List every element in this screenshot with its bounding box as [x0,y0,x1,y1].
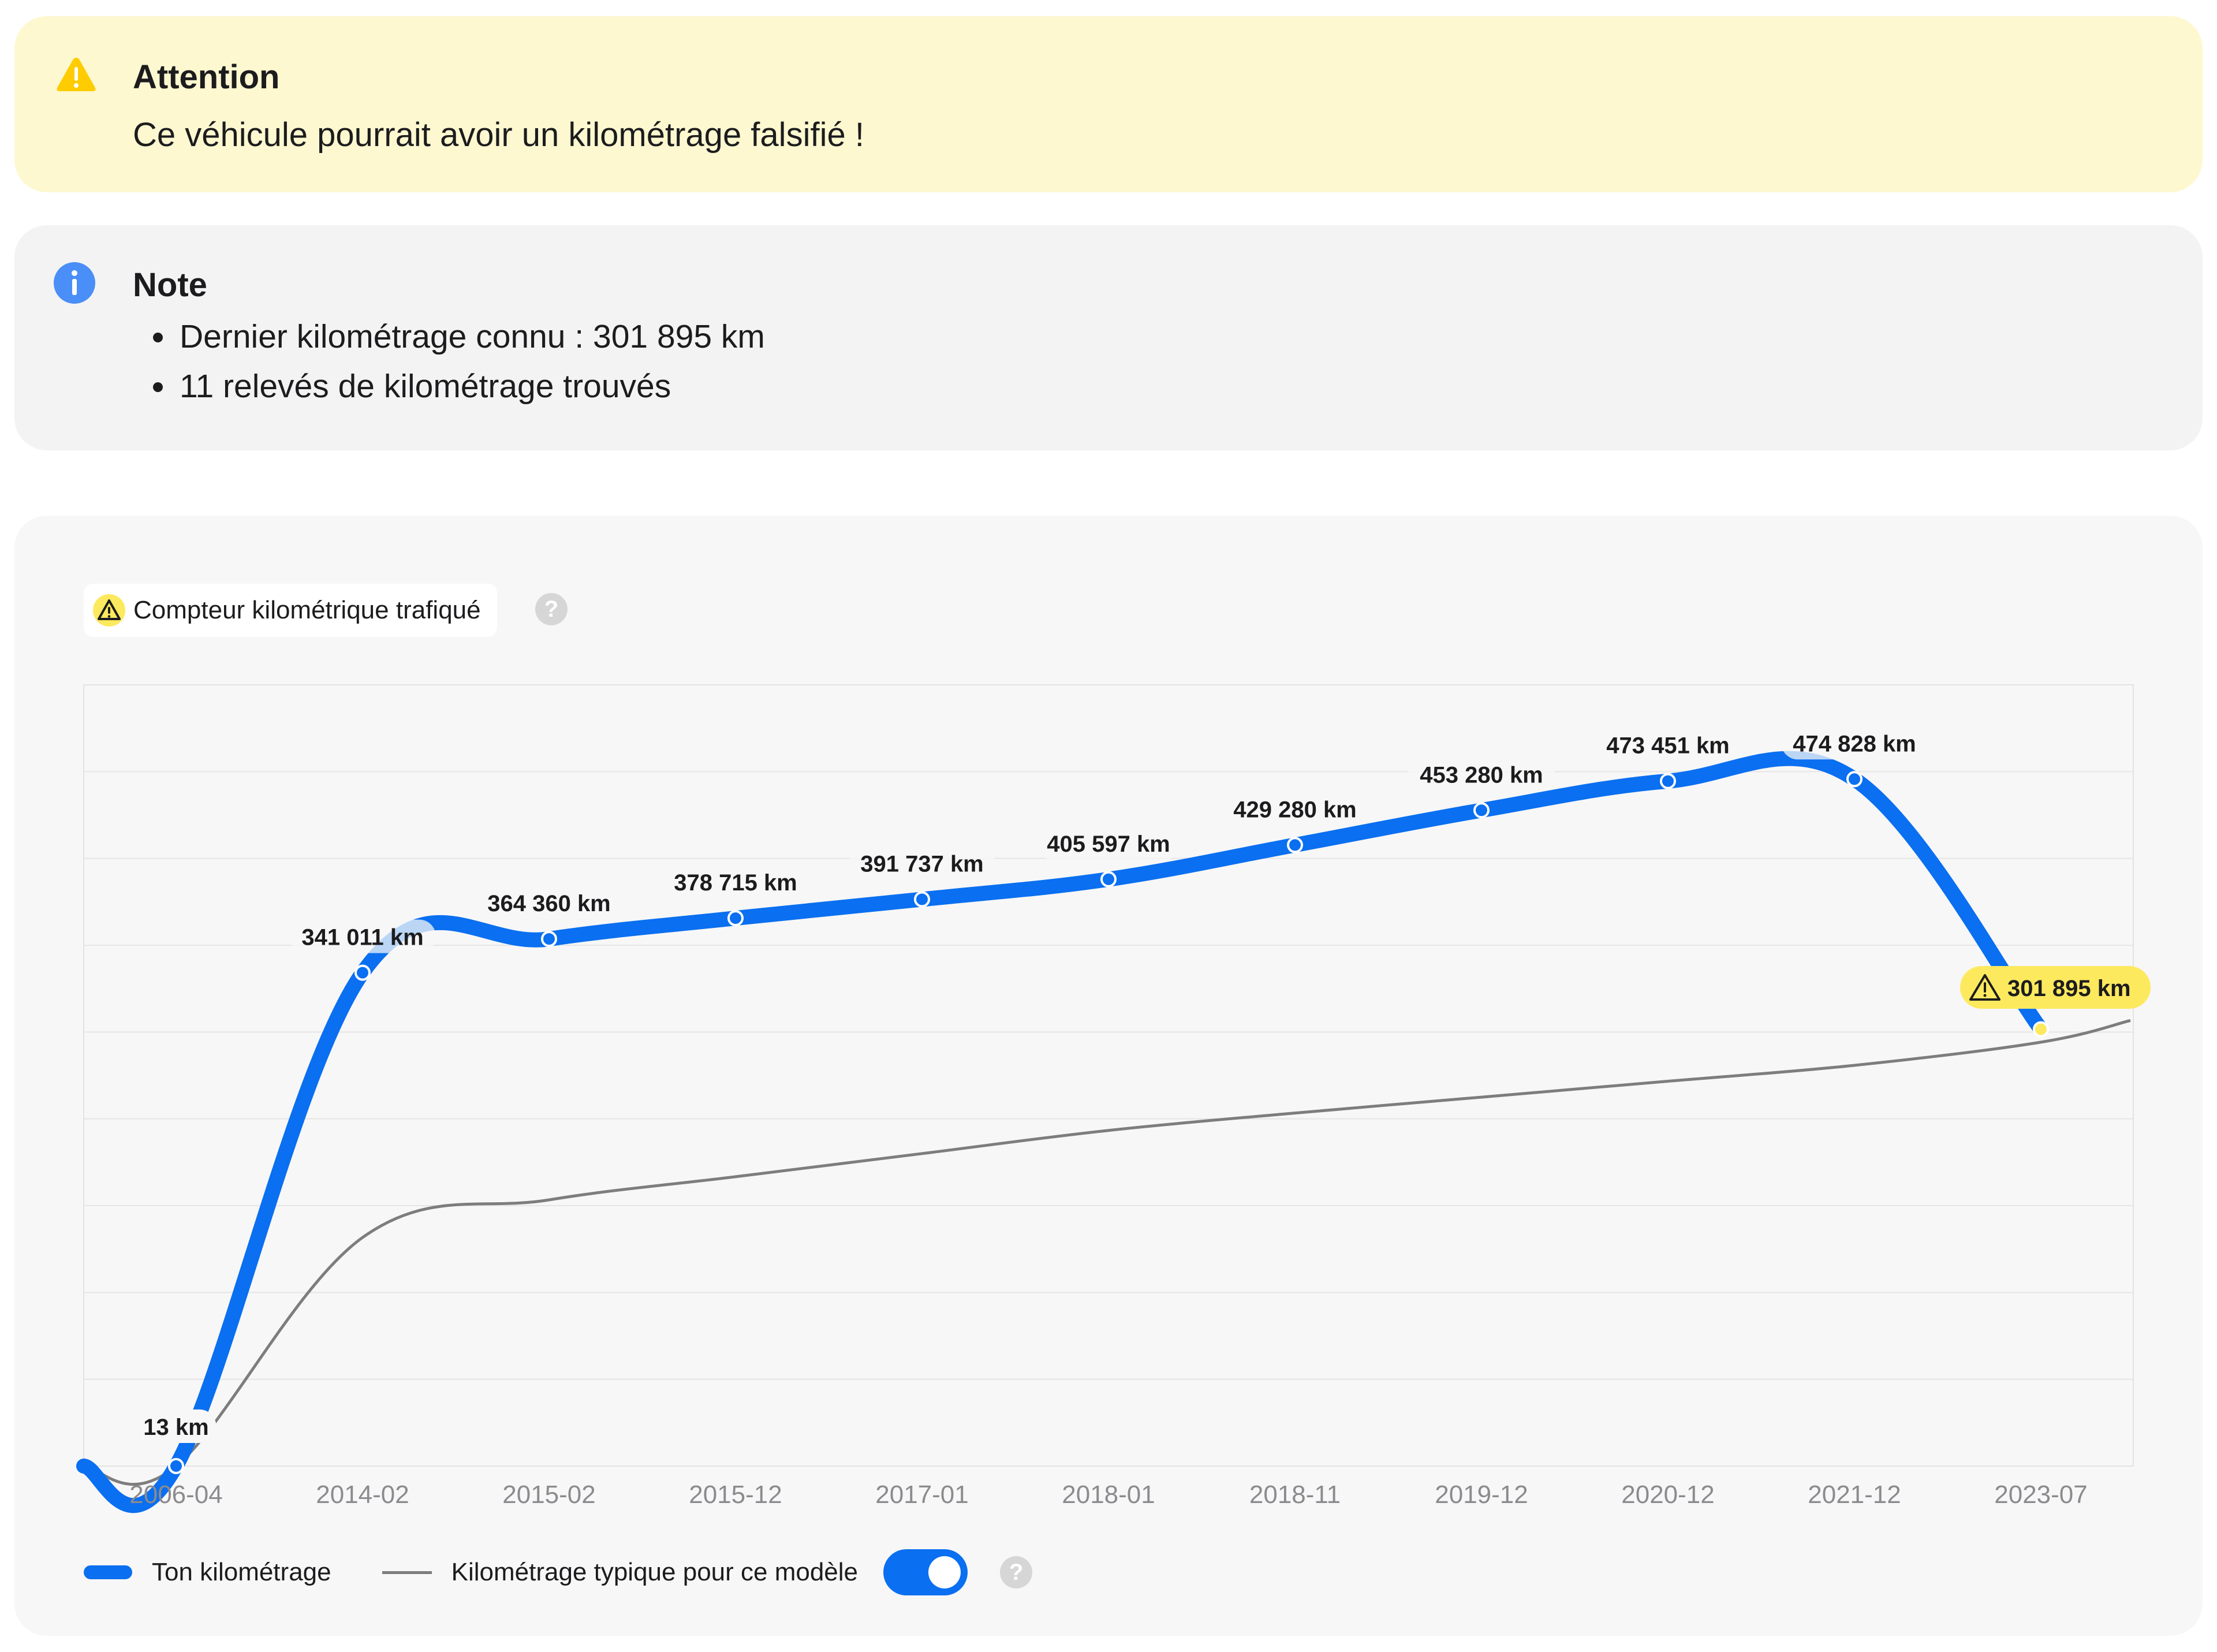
mileage-line-chart: 13 km 341 011 km 364 360 km 378 715 km 391 7… [76,684,2151,1513]
warning-title: Attention [133,58,280,96]
data-label: 391 737 km [860,851,984,877]
data-point [727,910,744,927]
data-label-bg [476,886,622,920]
legend-swatch-your-mileage [84,1565,132,1579]
x-tick-label: 2006-04 [129,1481,222,1509]
toggle-knob [928,1556,961,1588]
data-point-flagged [2033,1021,2049,1038]
data-label-bg [289,919,436,953]
data-label-bg [1595,728,1741,762]
x-tick-label: 2015-12 [689,1481,782,1509]
data-label-bg [662,865,809,899]
warning-triangle-icon [1969,974,2000,1001]
legend-label-your-mileage: Ton kilométrage [152,1558,331,1586]
chart-legend: Ton kilométrage Kilométrage typique pour… [84,1549,1033,1595]
data-label-bg [136,1409,217,1443]
data-label-bg [1035,826,1182,860]
plot-area [83,684,2134,1467]
note-item-readings-count: 11 relevés de kilométrage trouvés [153,361,765,411]
warning-callout: Attention Ce véhicule pourrait avoir un … [14,16,2203,192]
x-tick-label: 2014-02 [316,1481,409,1509]
note-item-last-mileage: Dernier kilométrage connu : 301 895 km [153,312,765,361]
data-label-bg [1408,757,1555,791]
tampered-odometer-label: Compteur kilométrique trafiqué [133,596,481,624]
data-label: 405 597 km [1047,831,1170,857]
data-point [914,891,930,908]
typical-mileage-line [83,1019,2131,1486]
x-tick-label: 2015-02 [502,1481,595,1509]
tampered-odometer-badge: Compteur kilométrique trafiqué [84,584,497,637]
data-label-bg [1222,792,1368,826]
data-point [1473,802,1490,819]
legend-label-typical-mileage: Kilométrage typique pour ce modèle [451,1558,859,1586]
data-label-flagged: 301 895 km [2007,976,2131,1001]
data-label-bg [849,846,995,880]
data-point [1100,871,1117,887]
your-mileage-line [76,751,2048,1513]
data-point [1846,771,1863,788]
data-label: 429 280 km [1233,797,1357,822]
note-callout: Note Dernier kilométrage connu : 301 895… [14,225,2203,450]
data-point [1660,773,1676,789]
x-tick-label: 2023-07 [1994,1481,2087,1509]
info-icon [54,262,95,304]
x-tick-label: 2018-01 [1062,1481,1155,1509]
data-point [541,931,557,948]
data-point [168,1457,184,1474]
warning-triangle-icon-dot [1983,994,1987,997]
data-point [354,964,371,981]
x-tick-label: 2020-12 [1621,1481,1714,1509]
legend-swatch-typical-mileage [382,1571,432,1574]
note-list: Dernier kilométrage connu : 301 895 km 1… [153,312,765,411]
note-title: Note [133,266,207,304]
data-label: 13 km [143,1415,208,1440]
typical-mileage-toggle[interactable] [883,1549,968,1595]
x-tick-label: 2017-01 [875,1481,968,1509]
mileage-chart-card: Compteur kilométrique trafiqué ? 13 km 34… [14,516,2203,1636]
x-tick-label: 2019-12 [1435,1481,1528,1509]
data-point [1287,837,1303,853]
data-label: 378 715 km [674,870,797,896]
x-tick-label: 2018-11 [1249,1481,1341,1509]
help-icon[interactable]: ? [535,593,568,625]
data-label: 473 451 km [1606,733,1730,759]
data-label: 453 280 km [1420,762,1543,788]
legend-help-icon[interactable]: ? [1000,1556,1033,1588]
flagged-value-badge [1960,966,2151,1009]
warning-triangle-icon [57,58,96,91]
data-label-bg [1781,726,1928,760]
warning-message: Ce véhicule pourrait avoir un kilométrag… [133,116,864,154]
data-label: 474 828 km [1793,731,1916,756]
warning-triangle-icon [93,594,125,627]
data-label: 341 011 km [301,925,423,950]
x-tick-label: 2021-12 [1808,1481,1901,1509]
data-label: 364 360 km [487,891,611,916]
